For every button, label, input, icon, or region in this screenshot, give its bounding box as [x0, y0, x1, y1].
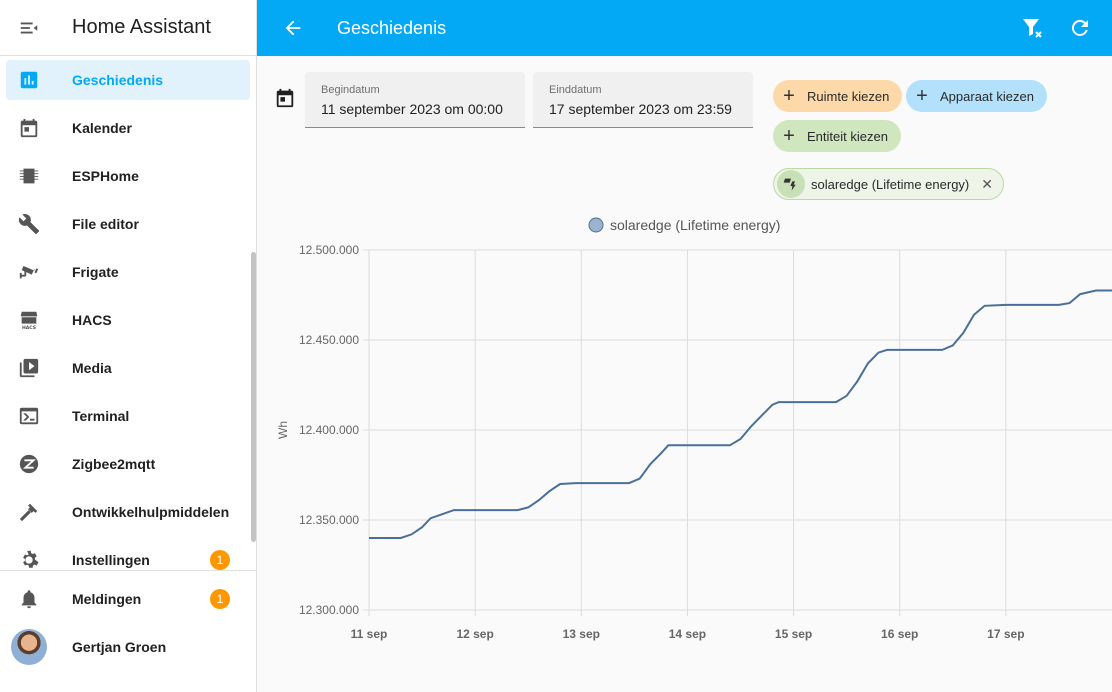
chip-icon [6, 165, 52, 187]
sidebar-item-label: Ontwikkelhulpmiddelen [72, 504, 230, 520]
sidebar-item-label: Meldingen [72, 591, 142, 607]
sidebar-list: Geschiedenis Kalender ESPHome File edito… [0, 56, 256, 570]
sidebar: Home Assistant Geschiedenis Kalender ESP… [0, 0, 257, 692]
sidebar-item-label: Media [72, 360, 112, 376]
chart-box-icon [6, 69, 52, 91]
x-tick-label: 15 sep [775, 627, 812, 641]
start-date-value: 11 september 2023 om 00:00 [321, 101, 503, 117]
sidebar-item-label: Geschiedenis [72, 72, 164, 88]
app-title: Home Assistant [72, 16, 211, 38]
plus-icon: + [916, 84, 928, 107]
chart-legend[interactable]: solaredge (Lifetime energy) [588, 217, 780, 233]
solar-power-icon [777, 170, 805, 198]
page-title: Geschiedenis [337, 17, 447, 38]
console-icon [6, 405, 52, 427]
end-date-label: Einddatum [549, 84, 602, 96]
sidebar-item-terminal[interactable]: Terminal [6, 396, 250, 436]
sidebar-item-frigate[interactable]: Frigate [6, 252, 250, 292]
end-date-value: 17 september 2023 om 23:59 [549, 101, 732, 117]
sidebar-item-label: Instellingen [72, 552, 150, 568]
plus-icon: + [783, 84, 795, 107]
user-name: Gertjan Groen [72, 639, 167, 655]
cog-icon [6, 549, 52, 570]
sidebar-item-label: ESPHome [72, 168, 139, 184]
y-tick-label: 12.500.000 [299, 243, 359, 257]
sidebar-item-label: Frigate [72, 264, 119, 280]
sidebar-header: Home Assistant [0, 0, 256, 56]
x-axis: 11 sep 12 sep 13 sep 14 sep 15 sep 16 sep 17 s… [351, 627, 1025, 641]
legend-marker [588, 217, 604, 233]
choose-device-label: Apparaat kiezen [940, 88, 1034, 104]
notification-badge: 1 [210, 589, 230, 609]
bell-icon [6, 588, 52, 610]
y-tick-label: 12.300.000 [299, 603, 359, 617]
y-axis: 12.300.000 12.350.000 12.400.000 12.450.000… [299, 243, 359, 617]
x-tick-label: 16 sep [881, 627, 918, 641]
legend-label: solaredge (Lifetime energy) [610, 217, 780, 233]
sidebar-item-geschiedenis[interactable]: Geschiedenis [6, 60, 250, 100]
cctv-icon [6, 261, 52, 283]
filter-remove-icon[interactable] [1020, 16, 1044, 45]
sidebar-item-media[interactable]: Media [6, 348, 250, 388]
choose-entity-button[interactable]: + Entiteit kiezen [773, 120, 901, 152]
sidebar-item-ontwikkelhulpmiddelen[interactable]: Ontwikkelhulpmiddelen [6, 492, 250, 532]
hacs-icon: HACS [6, 309, 52, 331]
calendar-icon [6, 117, 52, 139]
menu-icon[interactable] [0, 0, 58, 56]
sidebar-item-label: Terminal [72, 408, 130, 424]
hammer-icon [6, 501, 52, 523]
y-axis-label: Wh [276, 421, 290, 439]
arrow-left-icon [285, 20, 301, 36]
sidebar-bottom: Meldingen 1 Gertjan Groen [0, 570, 256, 675]
x-tick-label: 12 sep [456, 627, 493, 641]
calendar-icon[interactable] [274, 87, 296, 114]
sidebar-item-zigbee2mqtt[interactable]: Zigbee2mqtt [6, 444, 250, 484]
chart-grid [363, 249, 1112, 616]
sidebar-item-esphome[interactable]: ESPHome [6, 156, 250, 196]
refresh-icon[interactable] [1068, 16, 1092, 45]
sidebar-item-user[interactable]: Gertjan Groen [6, 627, 250, 667]
sidebar-item-label: HACS [72, 312, 112, 328]
avatar [11, 629, 47, 665]
series-line [369, 289, 1112, 539]
sidebar-item-file-editor[interactable]: File editor [6, 204, 250, 244]
choose-area-button[interactable]: + Ruimte kiezen [773, 80, 903, 112]
x-tick-label: 14 sep [669, 627, 706, 641]
x-tick-label: 17 sep [987, 627, 1024, 641]
sidebar-item-label: Kalender [72, 120, 132, 136]
sidebar-item-meldingen[interactable]: Meldingen 1 [6, 579, 250, 619]
start-date-label: Begindatum [321, 84, 380, 96]
sidebar-item-hacs[interactable]: HACS HACS [6, 300, 250, 340]
choose-device-button[interactable]: + Apparaat kiezen [906, 80, 1047, 112]
sidebar-scrollbar[interactable] [251, 252, 256, 542]
wrench-icon [6, 213, 52, 235]
selected-entity-chip[interactable]: solaredge (Lifetime energy) ✕ [773, 168, 1004, 200]
settings-badge: 1 [210, 550, 230, 570]
y-tick-label: 12.400.000 [299, 423, 359, 437]
zigbee-icon [6, 453, 52, 475]
sidebar-item-label: File editor [72, 216, 139, 232]
sidebar-item-label: Zigbee2mqtt [72, 456, 156, 472]
x-tick-label: 13 sep [563, 627, 600, 641]
selected-entity-label: solaredge (Lifetime energy) [811, 176, 970, 192]
x-tick-label: 11 sep [351, 627, 388, 641]
svg-text:HACS: HACS [22, 325, 36, 331]
start-date-field[interactable]: Begindatum 11 september 2023 om 00:00 [305, 72, 525, 128]
choose-area-label: Ruimte kiezen [807, 88, 890, 104]
y-tick-label: 12.350.000 [299, 513, 359, 527]
sidebar-item-instellingen[interactable]: Instellingen 1 [6, 540, 250, 570]
back-button[interactable] [257, 0, 329, 56]
choose-entity-label: Entiteit kiezen [807, 128, 888, 144]
history-chart: 12.300.000 12.350.000 12.400.000 12.450.000… [276, 217, 1112, 641]
play-box-icon [6, 357, 52, 379]
end-date-field[interactable]: Einddatum 17 september 2023 om 23:59 [533, 72, 753, 128]
sidebar-item-kalender[interactable]: Kalender [6, 108, 250, 148]
y-tick-label: 12.450.000 [299, 333, 359, 347]
top-app-bar: Geschiedenis [257, 0, 1112, 56]
close-icon[interactable]: ✕ [981, 175, 993, 192]
plus-icon: + [783, 124, 795, 147]
